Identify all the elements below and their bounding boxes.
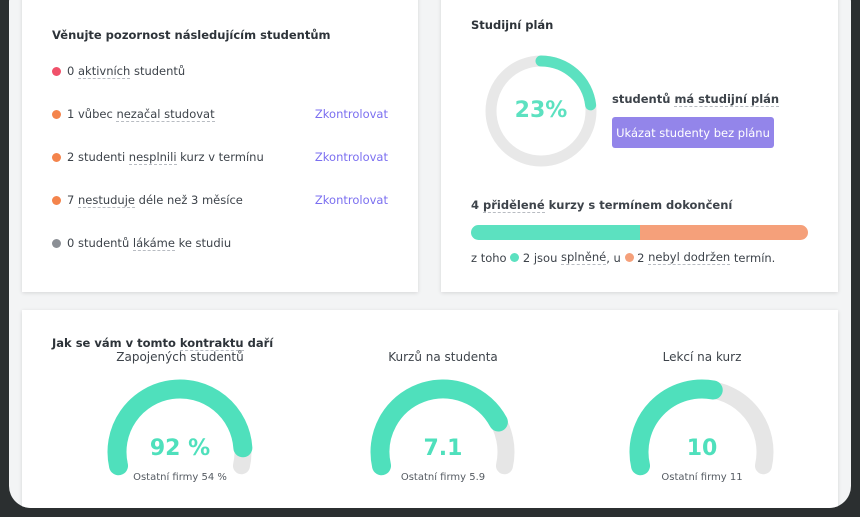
gauge: Lekcí na kurz 10 Ostatní firmy 11 — [602, 350, 802, 483]
gauge-title: Kurzů na studenta — [388, 350, 498, 364]
gauge-arc — [370, 379, 515, 476]
gauge-fill — [107, 379, 253, 476]
attention-item-text: 0 studentů lákáme ke studiu — [67, 236, 232, 251]
status-dot-icon — [52, 152, 61, 162]
courses-heading: 4 přidělené kurzy s termínem dokončení — [471, 198, 733, 213]
completed-dot-icon — [510, 253, 520, 262]
gauge-fill — [370, 379, 508, 476]
check-link[interactable]: Zkontrolovat — [314, 150, 388, 164]
contract-title: Jak se vám v tomto kontraktu daří — [52, 336, 274, 351]
attention-card: Věnujte pozornost následujícím studentům… — [22, 0, 418, 292]
attention-item-text: 7 nestuduje déle než 3 měsíce — [67, 193, 243, 208]
donut-fill — [485, 55, 597, 167]
attention-item: 7 nestuduje déle než 3 měsíce Zkontrolov… — [52, 192, 388, 208]
missed-dot-icon — [624, 253, 634, 262]
attention-item-text: 2 studenti nesplnili kurz v termínu — [67, 150, 264, 165]
show-students-without-plan-button[interactable]: Ukázat studenty bez plánu — [612, 117, 774, 148]
status-dot-icon — [52, 195, 61, 205]
gauge-title: Zapojených studentů — [116, 350, 244, 364]
gauge-value: 10 — [686, 436, 718, 461]
gauge-value: 7.1 — [423, 436, 463, 461]
study-plan-card: Studijní plán 23% studentů má studijní p… — [441, 0, 838, 292]
attention-item-text: 1 vůbec nezačal studovat — [67, 107, 215, 122]
status-dot-icon — [52, 66, 61, 76]
check-link[interactable]: Zkontrolovat — [314, 193, 388, 207]
courses-summary: z toho 2 jsou splněné, u 2 nebyl dodržen… — [471, 250, 776, 265]
attention-item: 0 aktivních studentů — [52, 63, 388, 79]
gauge-value: 92 % — [149, 436, 211, 461]
courses-progress-bar — [471, 225, 808, 240]
check-link[interactable]: Zkontrolovat — [314, 107, 388, 121]
screen: Věnujte pozornost následujícím studentům… — [9, 0, 851, 508]
gauge: Zapojených studentů 92 % Ostatní firmy 5… — [80, 350, 280, 483]
gauge-fill — [629, 379, 723, 476]
plan-donut — [485, 55, 597, 167]
attention-item: 2 studenti nesplnili kurz v termínu Zkon… — [52, 149, 388, 165]
status-dot-icon — [52, 238, 61, 248]
attention-item: 1 vůbec nezačal studovat Zkontrolovat — [52, 106, 388, 122]
plan-percent: 23% — [514, 98, 568, 123]
status-dot-icon — [52, 109, 61, 119]
gauge-compare: Ostatní firmy 5.9 — [400, 472, 486, 483]
gauge-arc — [107, 379, 253, 476]
gauge: Kurzů na studenta 7.1 Ostatní firmy 5.9 — [343, 350, 543, 483]
attention-item-text: 0 aktivních studentů — [67, 64, 186, 79]
gauge-compare: Ostatní firmy 11 — [661, 472, 743, 483]
completed-segment — [471, 225, 640, 240]
contract-card: Jak se vám v tomto kontraktu daří Zapoje… — [22, 310, 838, 508]
study-plan-title: Studijní plán — [471, 18, 554, 32]
plan-text: studentů má studijní plán — [612, 92, 780, 107]
gauge-title: Lekcí na kurz — [662, 350, 742, 364]
attention-title: Věnujte pozornost následujícím studentům — [52, 28, 331, 42]
gauge-compare: Ostatní firmy 54 % — [133, 472, 227, 483]
missed-segment — [639, 225, 808, 240]
gauge-arc — [629, 379, 774, 476]
attention-item: 0 studentů lákáme ke studiu — [52, 235, 388, 251]
